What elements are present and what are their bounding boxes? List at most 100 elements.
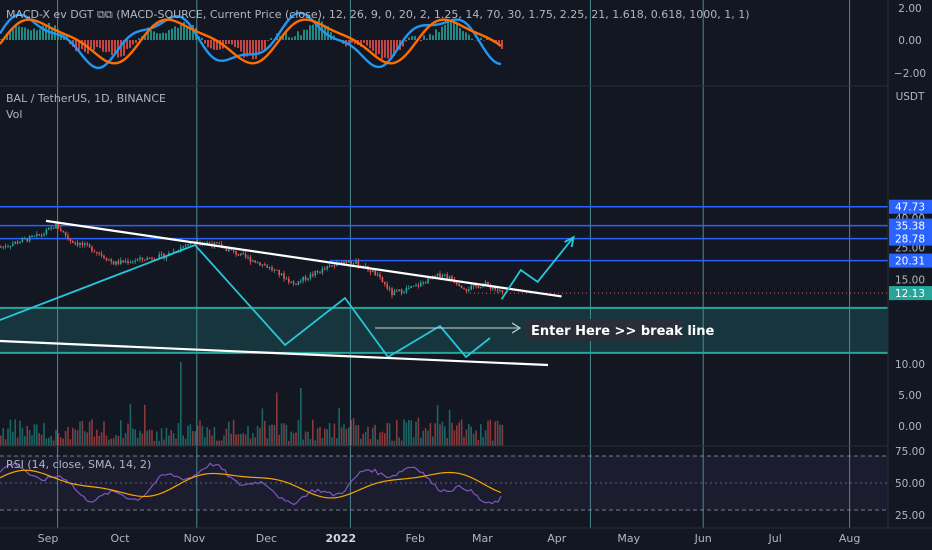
volume-bar bbox=[79, 421, 81, 446]
symbol-legend[interactable]: BAL / TetherUS, 1D, BINANCE bbox=[6, 92, 166, 105]
volume-bar bbox=[381, 431, 384, 446]
macd-histogram-bar bbox=[78, 40, 80, 50]
last-price-tag bbox=[889, 286, 932, 301]
candle-body bbox=[81, 243, 84, 246]
candle-body bbox=[285, 278, 288, 280]
volume-bar bbox=[276, 392, 278, 446]
candle-body bbox=[223, 247, 225, 249]
candle-body bbox=[307, 278, 309, 280]
candle-body bbox=[31, 235, 33, 237]
volume-bar bbox=[196, 425, 199, 446]
macd-legend[interactable]: MACD-X ev DGT ⧉⧉ (MACD-SOURCE, Current P… bbox=[6, 8, 750, 21]
candle-body bbox=[7, 246, 9, 248]
annotation-text[interactable]: Enter Here >> break line bbox=[531, 324, 715, 339]
volume-bar bbox=[103, 421, 105, 446]
volume-bar bbox=[400, 440, 403, 446]
macd-pane[interactable] bbox=[0, 11, 503, 70]
macd-histogram-bar bbox=[93, 40, 95, 51]
macd-histogram-bar bbox=[171, 28, 173, 40]
volume-bar bbox=[180, 362, 182, 446]
volume-bar bbox=[460, 419, 463, 446]
macd-histogram-bar bbox=[192, 24, 194, 40]
macd-histogram-bar bbox=[282, 35, 284, 40]
candle-body bbox=[372, 270, 374, 273]
volume-bar bbox=[484, 430, 487, 446]
volume-bar bbox=[374, 424, 376, 446]
candle-body bbox=[309, 274, 312, 279]
volume-bar bbox=[475, 430, 477, 446]
volume-bar bbox=[139, 431, 141, 446]
candle-body bbox=[98, 252, 100, 254]
volume-bar bbox=[64, 431, 67, 446]
annotation-box[interactable] bbox=[525, 319, 682, 341]
macd-tick-label: 0.00 bbox=[898, 35, 921, 47]
candle-body bbox=[252, 260, 254, 262]
projection-path[interactable] bbox=[500, 235, 575, 300]
candle-body bbox=[50, 227, 52, 229]
volume-bar bbox=[60, 437, 62, 446]
volume-bar bbox=[182, 435, 184, 446]
volume-bar bbox=[160, 428, 163, 446]
macd-histogram-bar bbox=[240, 40, 242, 52]
volume-bar bbox=[424, 428, 427, 446]
macd-histogram-bar bbox=[501, 40, 503, 50]
candle-body bbox=[103, 255, 105, 258]
candle-body bbox=[391, 288, 393, 296]
candle-body bbox=[304, 276, 307, 280]
volume-bar bbox=[81, 420, 84, 446]
volume-bar bbox=[33, 424, 36, 446]
candle-body bbox=[393, 290, 396, 296]
candle-body bbox=[235, 250, 237, 255]
volume-bar bbox=[96, 429, 98, 446]
macd-histogram-bar bbox=[414, 35, 416, 40]
candle-body bbox=[117, 261, 120, 264]
rsi-pane[interactable] bbox=[0, 455, 888, 511]
macd-histogram-bar bbox=[465, 32, 467, 40]
candle-body bbox=[124, 261, 127, 263]
candle-body bbox=[187, 244, 189, 246]
macd-histogram-bar bbox=[12, 29, 14, 40]
macd-histogram-bar bbox=[111, 40, 113, 56]
wedge-lines[interactable] bbox=[0, 219, 562, 367]
projection-line[interactable] bbox=[500, 236, 575, 300]
candle-body bbox=[319, 271, 321, 273]
volume-bar bbox=[472, 433, 475, 446]
wedge-lower-line[interactable] bbox=[0, 339, 549, 367]
macd-histogram-bar bbox=[312, 24, 314, 40]
volume-bar bbox=[309, 438, 312, 446]
candle-body bbox=[355, 260, 357, 264]
rsi-legend[interactable]: RSI (14, close, SMA, 14, 2) bbox=[6, 458, 151, 471]
macd-histogram-bar bbox=[411, 36, 413, 40]
horizontal-levels[interactable] bbox=[0, 205, 888, 294]
volume-bar bbox=[28, 430, 31, 446]
macd-histogram-bar bbox=[27, 29, 29, 40]
candle-body bbox=[374, 270, 376, 276]
candle-body bbox=[33, 235, 36, 237]
candle-body bbox=[268, 267, 271, 269]
volume-bar bbox=[12, 431, 14, 446]
pattern-drawings[interactable] bbox=[0, 243, 522, 359]
volume-bar bbox=[458, 422, 460, 446]
volume-bar bbox=[16, 437, 19, 446]
price-tick-label: 15.00 bbox=[895, 275, 925, 287]
zigzag-pattern[interactable] bbox=[0, 243, 491, 359]
macd-histogram-bar bbox=[162, 32, 164, 40]
volume-bar bbox=[288, 440, 290, 446]
macd-histogram-bar bbox=[375, 40, 377, 56]
candle-body bbox=[218, 243, 220, 245]
volume-bar bbox=[261, 408, 264, 446]
time-axis[interactable]: Sep Oct Nov Dec 2022 Feb Mar Apr May Jun Jul Aug bbox=[38, 532, 861, 545]
candle-body bbox=[24, 238, 26, 240]
macd-histogram-bar bbox=[318, 19, 320, 40]
macd-histogram-bar bbox=[177, 27, 179, 40]
macd-histogram-bar bbox=[327, 26, 329, 40]
volume-bar bbox=[357, 425, 360, 446]
macd-histogram-bar bbox=[372, 40, 374, 51]
candle-body bbox=[400, 289, 403, 294]
wedge-upper-line[interactable] bbox=[45, 219, 562, 298]
candle-body bbox=[240, 253, 242, 256]
volume-legend[interactable]: Vol bbox=[6, 108, 22, 121]
volume-bar bbox=[307, 431, 309, 446]
